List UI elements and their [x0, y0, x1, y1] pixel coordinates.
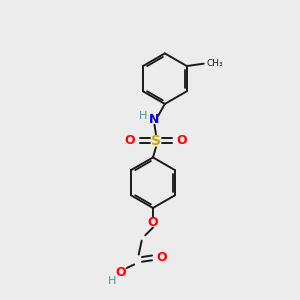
Text: O: O — [157, 251, 167, 264]
Text: H: H — [108, 276, 117, 286]
Text: H: H — [139, 111, 147, 122]
Text: O: O — [124, 134, 135, 147]
Text: O: O — [177, 134, 188, 147]
Text: N: N — [149, 113, 160, 126]
Text: CH₃: CH₃ — [207, 59, 223, 68]
Text: S: S — [151, 134, 161, 148]
Text: O: O — [148, 216, 158, 229]
Text: O: O — [116, 266, 126, 279]
